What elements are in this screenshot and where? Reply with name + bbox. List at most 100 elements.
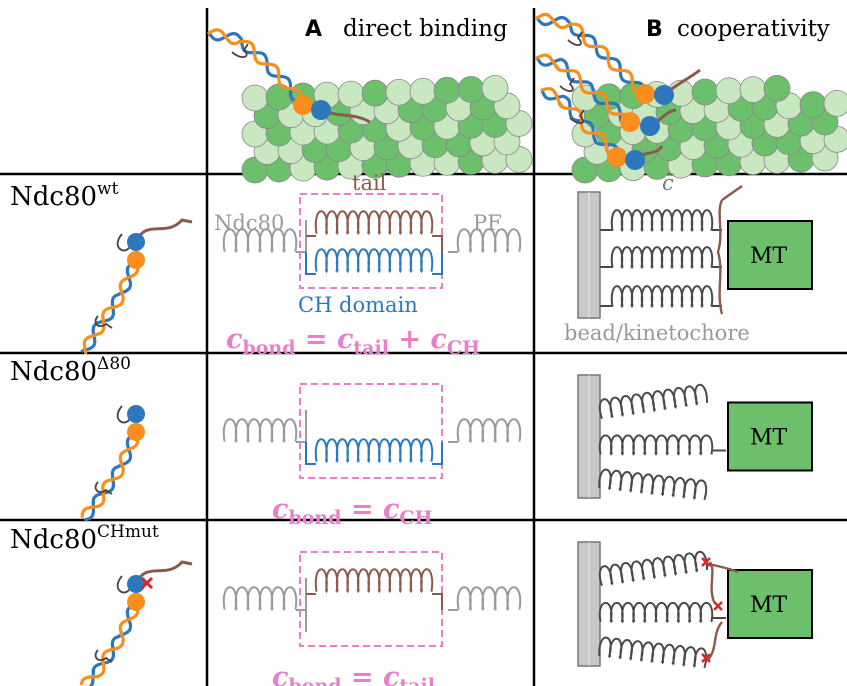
header-a-ndc80-strand — [207, 31, 309, 106]
header-a-orange-head — [293, 95, 313, 115]
row-label-base: Ndc80 — [10, 357, 97, 387]
row-molecules — [80, 218, 193, 686]
bond-formula: cbond = cCH​ — [272, 494, 433, 529]
pf-spring — [456, 418, 522, 443]
row-orange-head — [127, 593, 145, 611]
formula-symbol: c — [337, 324, 353, 355]
mt-box — [727, 401, 813, 472]
formula-symbol: c — [430, 324, 446, 355]
formula-operator: + — [389, 324, 430, 355]
header-b-loop — [567, 31, 583, 46]
row-label-base: Ndc80 — [10, 182, 97, 212]
ch-domain-label: CH domain — [298, 293, 418, 317]
tubulin-subunit — [739, 76, 767, 103]
formula-subscript: bond — [242, 337, 295, 359]
header-b-blue-head — [640, 116, 660, 136]
row-label: Ndc80wt — [10, 179, 119, 212]
row-ndc80-1-strand — [82, 260, 140, 355]
bond-box — [299, 383, 443, 479]
row-ndc80-3-strand — [88, 602, 138, 686]
tubulin-subunit — [799, 91, 827, 118]
formula-equals: = — [296, 324, 337, 355]
tail-spring — [314, 210, 434, 235]
tubulin-subunit — [337, 80, 365, 108]
ndc80-spring — [222, 586, 298, 611]
row-loop-bottom — [94, 481, 113, 495]
row-ndc80-2-strand — [84, 432, 138, 522]
tubulin-subunit — [409, 77, 437, 105]
spring-tilted — [598, 550, 708, 587]
tail-lead-r — [432, 593, 443, 610]
header-b-blue-head — [625, 150, 645, 170]
microtubule-lattice-a — [241, 75, 533, 184]
tail-end — [721, 185, 743, 201]
header-b-ndc80-1-strand — [535, 12, 647, 96]
tubulin-subunit — [481, 75, 509, 102]
ch-lead-l — [305, 252, 316, 275]
c-tilde-label: c̃ — [662, 171, 675, 195]
ch-lead-l — [305, 442, 316, 465]
col-b-row-0: MT c̃ bead/kinetochore — [564, 171, 813, 345]
row-ndc80-2-strand — [80, 432, 140, 519]
row-label: Ndc80CHmut — [10, 522, 159, 555]
tubulin-subunit — [433, 76, 461, 104]
formula-symbol: c — [226, 324, 242, 355]
col-b-row-2: MT — [577, 541, 813, 669]
pf-spring — [456, 228, 522, 253]
col-b-title: cooperativity — [677, 16, 830, 42]
spring-tilted-coil — [598, 602, 714, 623]
tubulin-subunit — [457, 75, 485, 103]
bond-formula: cbond = ctail​ — [272, 662, 435, 686]
header-a-blue-head — [311, 100, 331, 120]
spring-tilted-coil — [598, 636, 708, 669]
spring-coil — [610, 285, 714, 308]
col-a-letter: A — [305, 17, 322, 42]
mt-box — [727, 569, 813, 639]
row-blue-head — [127, 405, 145, 423]
header-b-ndc80-2-strand — [535, 53, 633, 121]
formula-symbol: c — [383, 662, 399, 686]
ch-lead-r — [432, 252, 443, 275]
formula-subscript: CH — [399, 507, 432, 529]
bond-box — [299, 551, 443, 647]
formula-equals: = — [342, 662, 383, 686]
pf-label: PF — [473, 211, 502, 235]
col-a-row-2: cbond = ctail​ — [222, 551, 522, 686]
header-b-ndc80-1-strand — [535, 15, 647, 96]
row-label-base: Ndc80 — [10, 525, 97, 555]
mutation-x-icon — [140, 576, 154, 590]
formula-symbol: c — [383, 494, 399, 525]
header-b-ndc80-1 — [535, 12, 647, 96]
header-b-orange-head — [620, 112, 640, 132]
bond-box — [299, 193, 443, 289]
formula-subscript: tail — [399, 675, 435, 686]
spring-coil — [610, 246, 714, 269]
col-a-title: direct binding — [343, 16, 508, 42]
row-label-superscript: CHmut — [97, 522, 159, 542]
formula-symbol: c — [272, 662, 288, 686]
mutation-x-icon — [701, 653, 711, 663]
formula-subscript: CH — [447, 337, 480, 359]
mt-label: MT — [750, 593, 788, 618]
row-label-superscript: wt — [97, 179, 119, 199]
tubulin-subunit — [691, 78, 719, 106]
ndc80-spring — [222, 418, 298, 443]
row-loop-bottom — [94, 649, 113, 663]
row-label: Ndc80Δ80 — [10, 354, 131, 387]
mt-box — [727, 220, 813, 290]
formula-subscript: bond — [288, 675, 341, 686]
spring-tilted — [598, 468, 708, 501]
row-blue-head — [127, 233, 145, 251]
ndc80-spring — [222, 228, 298, 253]
tail-spring — [314, 568, 434, 593]
header: A direct binding B cooperativity — [305, 16, 830, 42]
col-b-letter: B — [646, 17, 663, 42]
header-b-blue-head — [654, 85, 674, 105]
header-b-orange-head — [607, 147, 627, 167]
tail-label: tail — [352, 171, 387, 195]
ch-lead-r — [432, 442, 443, 465]
formula-symbol: c — [272, 494, 288, 525]
